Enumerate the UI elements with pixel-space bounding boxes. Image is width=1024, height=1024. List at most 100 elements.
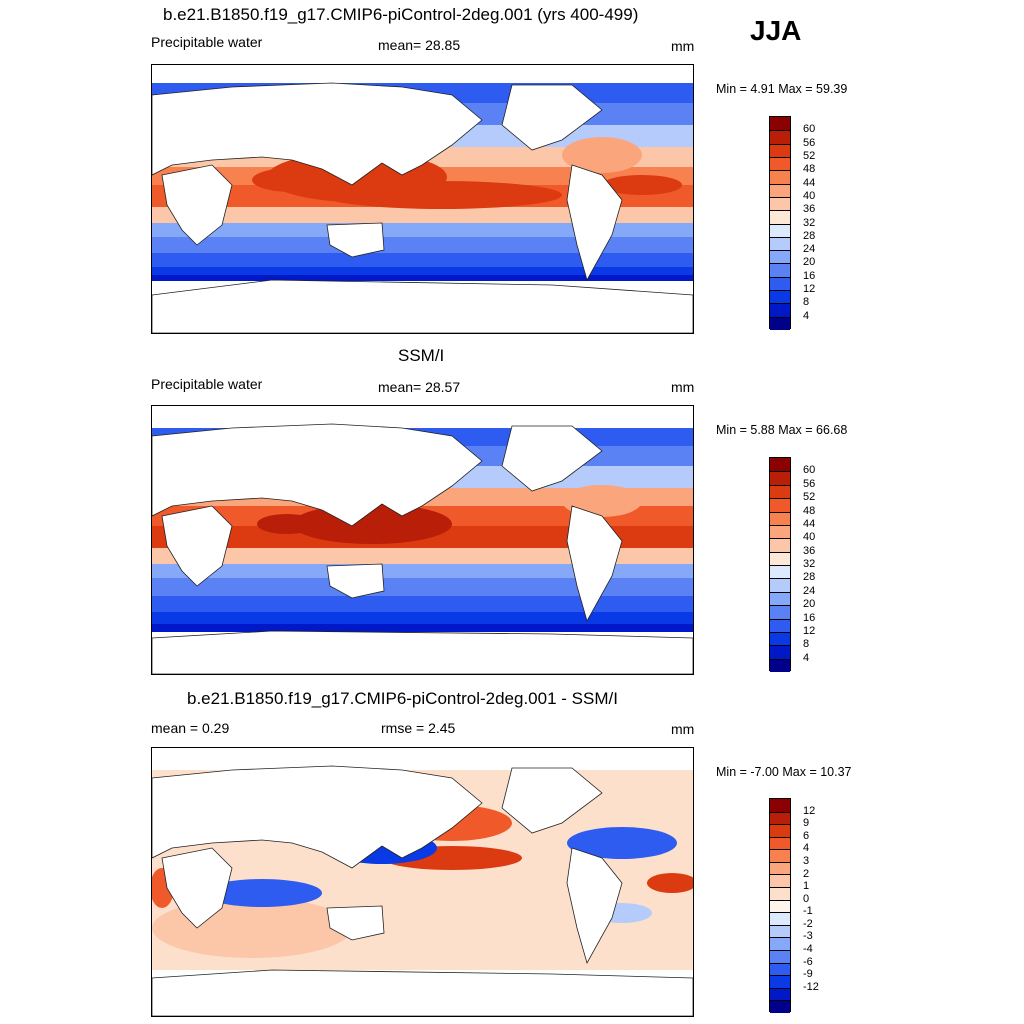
colorbar-swatch: [770, 949, 790, 963]
colorbar-tick-label: 4: [803, 309, 810, 322]
panel1-mean: mean= 28.85: [378, 37, 461, 53]
colorbar-swatch: [770, 962, 790, 976]
colorbar-swatch: [770, 117, 790, 131]
colorbar-tick-label: 1: [803, 880, 810, 893]
colorbar-swatch: [770, 937, 790, 950]
panel2-variable: Precipitable water: [151, 376, 263, 392]
colorbar-tick-label: 6: [803, 829, 810, 842]
colorbar-tick-label: 60: [803, 123, 816, 136]
colorbar-swatch: [770, 223, 790, 237]
colorbar-tick-label: 12: [803, 624, 816, 637]
panel1-colorbar: [769, 116, 791, 330]
colorbar-tick-label: 60: [803, 464, 816, 477]
panel1-map: [151, 64, 694, 334]
panel1-minmax: Min = 4.91 Max = 59.39: [716, 82, 848, 96]
colorbar-swatch: [770, 458, 790, 472]
colorbar-swatch: [770, 987, 790, 1001]
season-label: JJA: [750, 15, 802, 46]
colorbar-swatch: [770, 658, 790, 672]
colorbar-swatch: [770, 196, 790, 211]
colorbar-swatch: [770, 836, 790, 850]
colorbar-swatch: [770, 183, 790, 197]
panel3-rmse: rmse = 2.45: [381, 720, 456, 736]
colorbar-tick-label: -9: [803, 968, 813, 981]
colorbar-tick-label: -2: [803, 917, 813, 930]
colorbar-tick-label: 48: [803, 163, 816, 176]
colorbar-swatch: [770, 143, 790, 157]
colorbar-swatch: [770, 263, 790, 277]
panel1-units: mm: [671, 38, 695, 54]
panel3-units: mm: [671, 721, 695, 737]
panel3-title: b.e21.B1850.f19_g17.CMIP6-piControl-2deg…: [187, 689, 618, 708]
colorbar-swatch: [770, 645, 790, 659]
colorbar-tick-label: 8: [803, 638, 810, 651]
colorbar-tick-label: 28: [803, 571, 816, 584]
colorbar-swatch: [770, 811, 790, 825]
colorbar-tick-label: 16: [803, 269, 816, 282]
colorbar-swatch: [770, 618, 790, 632]
colorbar-tick-label: -6: [803, 955, 813, 968]
colorbar-swatch: [770, 849, 790, 862]
colorbar-swatch: [770, 565, 790, 579]
colorbar-tick-label: 16: [803, 611, 816, 624]
colorbar-tick-label: 4: [803, 842, 810, 855]
panel2-map: [151, 405, 694, 675]
panel3-colorbar: [769, 798, 791, 1013]
colorbar-swatch: [770, 1000, 790, 1013]
colorbar-tick-label: 32: [803, 216, 816, 229]
colorbar-swatch: [770, 799, 790, 812]
colorbar-swatch: [770, 511, 790, 525]
colorbar-tick-label: 12: [803, 804, 816, 817]
colorbar-swatch: [770, 591, 790, 606]
colorbar-tick-label: 20: [803, 598, 816, 611]
colorbar-swatch: [770, 484, 790, 499]
colorbar-tick-label: -1: [803, 905, 813, 918]
colorbar-swatch: [770, 861, 790, 875]
colorbar-swatch: [770, 290, 790, 304]
colorbar-swatch: [770, 250, 790, 264]
colorbar-swatch: [770, 316, 790, 330]
colorbar-tick-label: 56: [803, 136, 816, 149]
colorbar-tick-label: 56: [803, 477, 816, 490]
panel2-mean: mean= 28.57: [378, 379, 461, 395]
colorbar-tick-label: 8: [803, 296, 810, 309]
colorbar-swatch: [770, 498, 790, 512]
panel3-minmax: Min = -7.00 Max = 10.37: [716, 765, 852, 779]
colorbar-swatch: [770, 156, 790, 171]
colorbar-swatch: [770, 578, 790, 592]
colorbar-tick-label: 9: [803, 817, 810, 830]
colorbar-tick-label: 32: [803, 558, 816, 570]
colorbar-tick-label: 0: [803, 892, 810, 905]
colorbar-swatch: [770, 874, 790, 888]
colorbar-tick-label: 52: [803, 491, 816, 504]
colorbar-swatch: [770, 924, 790, 938]
colorbar-tick-label: 12: [803, 283, 816, 296]
colorbar-swatch: [770, 276, 790, 291]
panel3-map: [151, 747, 694, 1017]
colorbar-swatch: [770, 236, 790, 251]
colorbar-tick-label: 52: [803, 149, 816, 162]
colorbar-swatch: [770, 631, 790, 646]
panel3-mean: mean = 0.29: [151, 720, 230, 736]
colorbar-tick-label: 48: [803, 504, 816, 517]
colorbar-tick-label: -4: [803, 943, 813, 956]
colorbar-tick-label: -12: [803, 980, 819, 993]
colorbar-tick-label: 24: [803, 243, 816, 256]
colorbar-swatch: [770, 538, 790, 552]
colorbar-swatch: [770, 887, 790, 900]
colorbar-swatch: [770, 605, 790, 619]
colorbar-swatch: [770, 170, 790, 184]
colorbar-tick-label: 44: [803, 176, 816, 189]
colorbar-tick-label: 28: [803, 229, 816, 242]
colorbar-tick-label: 24: [803, 584, 816, 597]
panel2-colorbar: [769, 457, 791, 672]
colorbar-swatch: [770, 912, 790, 925]
colorbar-swatch: [770, 524, 790, 539]
panel1-variable: Precipitable water: [151, 34, 263, 50]
panel2-title: SSM/I: [398, 346, 445, 365]
colorbar-tick-label: 44: [803, 517, 816, 530]
colorbar-tick-label: -3: [803, 930, 813, 943]
colorbar-tick-label: 3: [803, 854, 810, 867]
colorbar-tick-label: 36: [803, 544, 816, 557]
colorbar-tick-label: 2: [803, 867, 810, 880]
